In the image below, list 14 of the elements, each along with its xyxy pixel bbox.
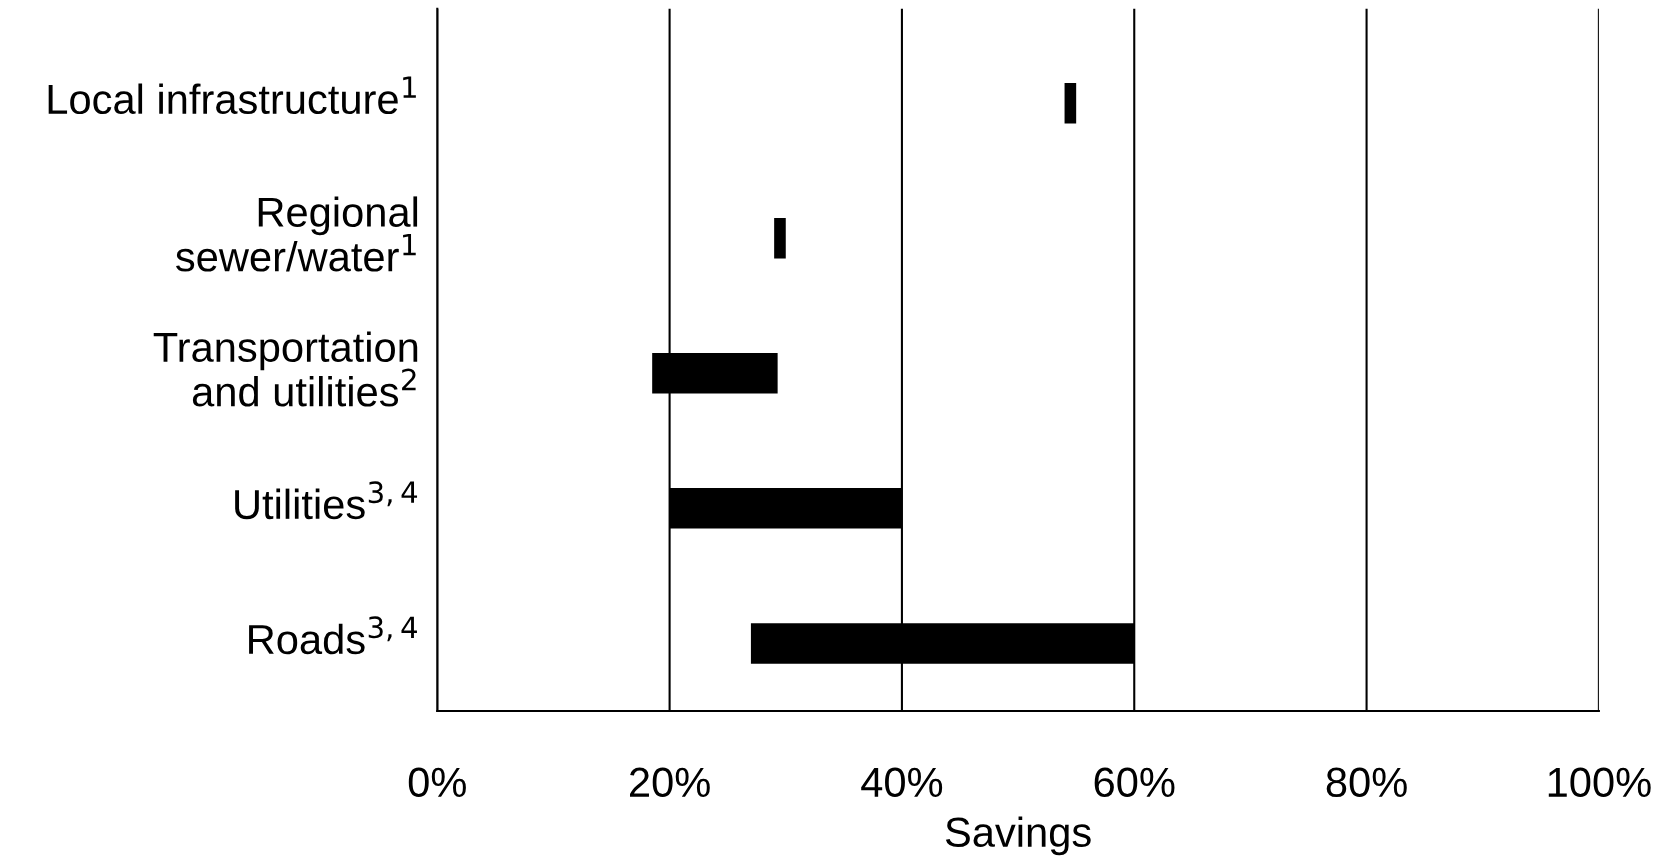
y-tick-label: Transportation and utilities$^{2}$ <box>153 331 418 407</box>
x-axis-title: Savings <box>945 816 1091 856</box>
x-tick-label: 0% <box>408 767 466 798</box>
x-tick-label: 80% <box>1326 767 1407 798</box>
y-tick-label: Roads$^{3,4}$ <box>249 616 417 655</box>
y-tick-label: Local infrastructure$^{1}$ <box>48 76 416 115</box>
x-tick-label: 100% <box>1548 767 1651 798</box>
x-tick-label: 60% <box>1094 767 1175 798</box>
x-tick-label: 40% <box>861 767 943 798</box>
x-tick-label: 20% <box>630 767 710 798</box>
y-tick-label: Regional sewer/water$^{1}$ <box>176 196 418 272</box>
y-tick-label: Utilities$^{3,4}$ <box>235 481 418 520</box>
bar <box>1064 82 1077 124</box>
bar <box>774 218 786 259</box>
